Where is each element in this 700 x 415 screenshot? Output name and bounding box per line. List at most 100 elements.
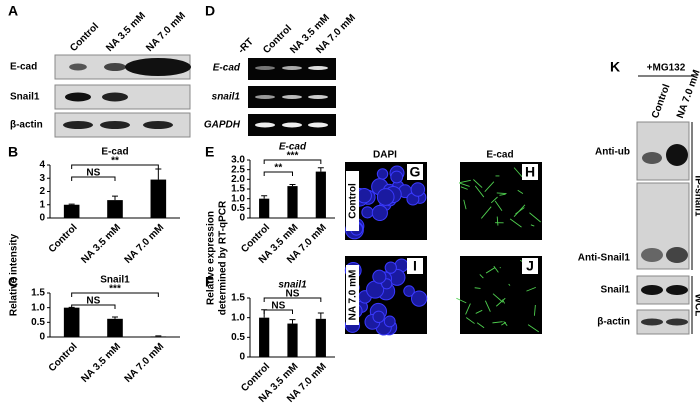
nucleus bbox=[390, 170, 404, 184]
blot-band bbox=[63, 121, 93, 129]
significance-label: *** bbox=[109, 284, 121, 295]
chart-title: Snail1 bbox=[100, 275, 130, 286]
row-label: snail1 bbox=[212, 92, 241, 103]
group-label: WCL bbox=[692, 294, 700, 317]
blot-band bbox=[255, 66, 275, 70]
x-tick-label: NA 3.5 mM bbox=[79, 341, 123, 385]
blot-band bbox=[143, 121, 173, 129]
x-tick-label: Control bbox=[47, 222, 80, 255]
nucleus bbox=[383, 315, 396, 328]
treatment-label: +MG132 bbox=[647, 63, 686, 74]
panel-letter: G bbox=[410, 164, 421, 180]
membrane bbox=[517, 189, 524, 195]
y-tick-label: 3 bbox=[39, 173, 45, 184]
blot-band bbox=[282, 122, 302, 128]
blot-band bbox=[65, 92, 91, 102]
row-label: β-actin bbox=[597, 317, 630, 328]
x-tick-label: NA 7.0 mM bbox=[123, 222, 167, 266]
membrane bbox=[465, 303, 471, 315]
significance-label: NS bbox=[271, 301, 285, 312]
membrane bbox=[476, 322, 485, 329]
blot-band bbox=[641, 318, 663, 326]
membrane bbox=[474, 287, 481, 289]
bar bbox=[150, 179, 167, 218]
panel-letter: F bbox=[205, 274, 214, 290]
blot-band bbox=[282, 66, 302, 70]
blot-band bbox=[102, 92, 128, 102]
membrane bbox=[501, 321, 507, 326]
membrane bbox=[495, 297, 506, 307]
row-label: β-actin bbox=[10, 120, 43, 131]
x-tick-label: NA 7.0 mM bbox=[123, 341, 167, 385]
nucleus bbox=[372, 310, 385, 324]
x-tick-label: Control bbox=[47, 341, 80, 374]
blot-band bbox=[100, 121, 130, 129]
row-label: Anti-Snail1 bbox=[578, 253, 631, 264]
y-tick-label: 0.5 bbox=[31, 317, 45, 328]
blot-band bbox=[666, 247, 688, 263]
column-label: E-cad bbox=[486, 150, 513, 161]
row-label: Anti-ub bbox=[595, 147, 630, 158]
letter-bg bbox=[522, 164, 538, 180]
panel-letter: J bbox=[526, 258, 534, 274]
y-tick-label: 1.0 bbox=[231, 312, 245, 323]
panel-letter: C bbox=[8, 274, 18, 290]
membrane bbox=[493, 265, 499, 273]
significance-bracket bbox=[263, 297, 322, 302]
significance-label: ** bbox=[274, 163, 282, 174]
blot-band bbox=[642, 152, 662, 164]
membrane bbox=[503, 321, 508, 326]
membrane bbox=[463, 199, 467, 210]
blot-band bbox=[666, 318, 688, 326]
chart-title: E-cad bbox=[101, 147, 128, 158]
panel-letter: K bbox=[610, 59, 620, 75]
blot-band bbox=[641, 248, 663, 262]
blot-band bbox=[308, 95, 328, 99]
row-label: Snail1 bbox=[10, 92, 40, 103]
significance-bracket bbox=[263, 309, 293, 314]
membrane bbox=[496, 192, 507, 195]
y-tick-label: 1 bbox=[39, 199, 45, 210]
letter-bg bbox=[407, 258, 423, 274]
y-tick-label: 4 bbox=[39, 160, 45, 171]
column-label: Control bbox=[68, 21, 101, 54]
bar bbox=[315, 171, 326, 218]
y-tick-label: 2 bbox=[39, 186, 45, 197]
membrane bbox=[529, 212, 541, 223]
membrane bbox=[492, 321, 503, 324]
significance-bracket bbox=[71, 176, 116, 181]
error-bar bbox=[155, 335, 162, 337]
panel-letter: E bbox=[205, 144, 214, 160]
significance-label: NS bbox=[86, 296, 100, 307]
bar bbox=[259, 317, 270, 357]
membrane bbox=[490, 196, 498, 204]
membrane bbox=[459, 182, 470, 187]
bar bbox=[315, 318, 326, 357]
membrane bbox=[456, 297, 467, 304]
nucleus bbox=[410, 182, 426, 197]
error-bar bbox=[112, 195, 118, 201]
significance-bracket bbox=[71, 164, 159, 169]
bar bbox=[107, 318, 123, 337]
bar bbox=[259, 198, 270, 218]
y-tick-label: 0 bbox=[239, 352, 245, 363]
nucleus bbox=[376, 188, 395, 206]
membrane bbox=[526, 286, 536, 292]
membrane bbox=[479, 274, 484, 279]
panel-letter: H bbox=[525, 164, 535, 180]
error-bar bbox=[112, 316, 118, 319]
panel-letter: B bbox=[8, 144, 18, 160]
blot-band bbox=[641, 285, 663, 295]
membrane bbox=[484, 300, 491, 312]
significance-label: ** bbox=[111, 156, 119, 167]
blot-band bbox=[255, 95, 275, 99]
column-label: Control bbox=[261, 23, 294, 56]
membrane bbox=[460, 186, 468, 190]
row-label: GAPDH bbox=[204, 120, 241, 131]
letter-bg bbox=[407, 164, 423, 180]
y-axis-label: Relative intensity bbox=[9, 233, 20, 316]
blot-band bbox=[308, 122, 328, 128]
membrane bbox=[515, 207, 525, 215]
bar bbox=[287, 186, 298, 218]
